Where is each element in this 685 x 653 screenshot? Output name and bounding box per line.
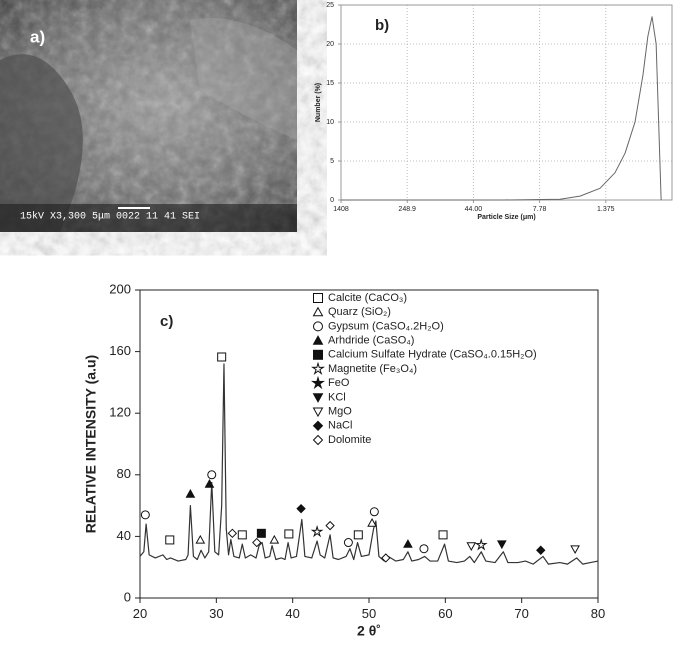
data-line [341, 16, 662, 201]
y-tick-label: 10 [326, 119, 334, 126]
legend-label: Calcium Sulfate Hydrate (CaSO₄.0.15H₂O) [328, 349, 537, 361]
peak-marker [296, 503, 306, 514]
y-tick-label: 80 [117, 466, 131, 481]
plot-area [341, 5, 672, 200]
y-tick-label: 160 [109, 343, 131, 358]
peak-marker [185, 489, 196, 498]
peak-marker [403, 539, 413, 548]
y-tick-label: 15 [326, 80, 334, 87]
legend-symbol [313, 321, 323, 332]
peak-marker [536, 545, 546, 555]
peak-marker [343, 538, 353, 548]
sem-image: a) 15kV X3,300 5μm 0022 11 41 SEI [0, 0, 297, 233]
peak-marker [310, 525, 324, 538]
peak-marker [353, 530, 363, 540]
x-tick-label: 60 [438, 606, 452, 621]
peak-marker [325, 520, 335, 531]
legend-symbol [312, 434, 324, 446]
peak-marker [466, 542, 477, 551]
legend-label: Gypsum (CaSO₄.2H₂O) [328, 320, 444, 332]
x-tick-label: 1408 [333, 206, 349, 213]
legend-label: Dolomite [328, 434, 371, 446]
peak-marker [419, 544, 429, 554]
x-tick-label: 80 [591, 606, 605, 621]
legend-symbol [310, 375, 326, 390]
peak-marker [140, 510, 150, 520]
legend-symbol [312, 306, 324, 317]
legend-symbol [312, 407, 324, 418]
panel-label: c) [160, 313, 173, 330]
peak-marker [367, 517, 377, 527]
legend-label: NaCl [328, 420, 352, 432]
legend-label: FeO [328, 377, 350, 389]
x-tick-label: 50 [362, 606, 376, 621]
y-tick-label: 120 [109, 405, 131, 420]
plot-area [140, 290, 598, 598]
peak-marker [227, 528, 238, 539]
peak-marker [207, 470, 217, 480]
legend-label: Arhdride (CaSO₄) [328, 335, 414, 347]
y-tick-label: 5 [330, 158, 334, 165]
y-tick-label: 20 [326, 41, 334, 48]
peak-marker [252, 537, 262, 548]
peak-marker [237, 530, 247, 540]
peak-marker [269, 534, 280, 544]
y-tick-label: 0 [330, 197, 334, 204]
peak-marker [204, 479, 215, 488]
x-tick-label: 40 [285, 606, 299, 621]
x-axis-label: Particle Size (μm) [477, 214, 535, 221]
legend-label: Magnetite (Fe₃O₄) [328, 363, 417, 375]
peak-marker [165, 535, 175, 545]
peak-marker [284, 529, 294, 539]
data-line [139, 363, 599, 565]
legend-label: Calcite (CaCO₃) [328, 292, 407, 304]
legend-label: MgO [328, 406, 352, 418]
x-tick-label: 20 [133, 606, 147, 621]
y-tick-label: 40 [117, 528, 131, 543]
x-tick-label: 70 [514, 606, 528, 621]
legend-symbol [313, 349, 323, 360]
x-tick-label: 30 [209, 606, 223, 621]
x-tick-label: 7.78 [533, 206, 547, 213]
y-axis-label: Number (%) [315, 83, 322, 122]
panel-label: a) [30, 27, 45, 46]
y-tick-label: 25 [326, 2, 334, 9]
y-axis-label: RELATIVE INTENSITY (a.u) [83, 355, 99, 533]
peak-marker [381, 553, 391, 563]
x-tick-label: 1.375 [597, 206, 615, 213]
legend-symbol [312, 420, 324, 432]
x-tick-label: 248.9 [398, 206, 416, 213]
peak-marker [369, 507, 379, 517]
legend-symbol [312, 393, 324, 403]
legend-symbol [313, 293, 323, 303]
legend-label: KCl [328, 391, 346, 403]
sem-caption: 15kV X3,300 5μm 0022 11 41 SEI [20, 211, 200, 223]
peak-marker [474, 538, 488, 551]
peak-marker [496, 540, 507, 550]
peak-marker [438, 530, 448, 540]
y-tick-label: 200 [109, 281, 131, 296]
panel-label: b) [375, 17, 389, 34]
plot-frame [139, 289, 599, 599]
peak-marker [570, 545, 580, 555]
x-axis-label: 2 θ˚ [357, 623, 381, 639]
peak-marker [217, 352, 227, 362]
peak-marker [256, 528, 266, 538]
x-tick-label: 44.00 [465, 206, 483, 213]
peak-marker [195, 534, 206, 544]
legend-symbol [310, 361, 326, 375]
legend-symbol [312, 335, 324, 345]
legend-label: Quarz (SiO₂) [328, 306, 391, 318]
y-tick-label: 0 [124, 589, 131, 604]
